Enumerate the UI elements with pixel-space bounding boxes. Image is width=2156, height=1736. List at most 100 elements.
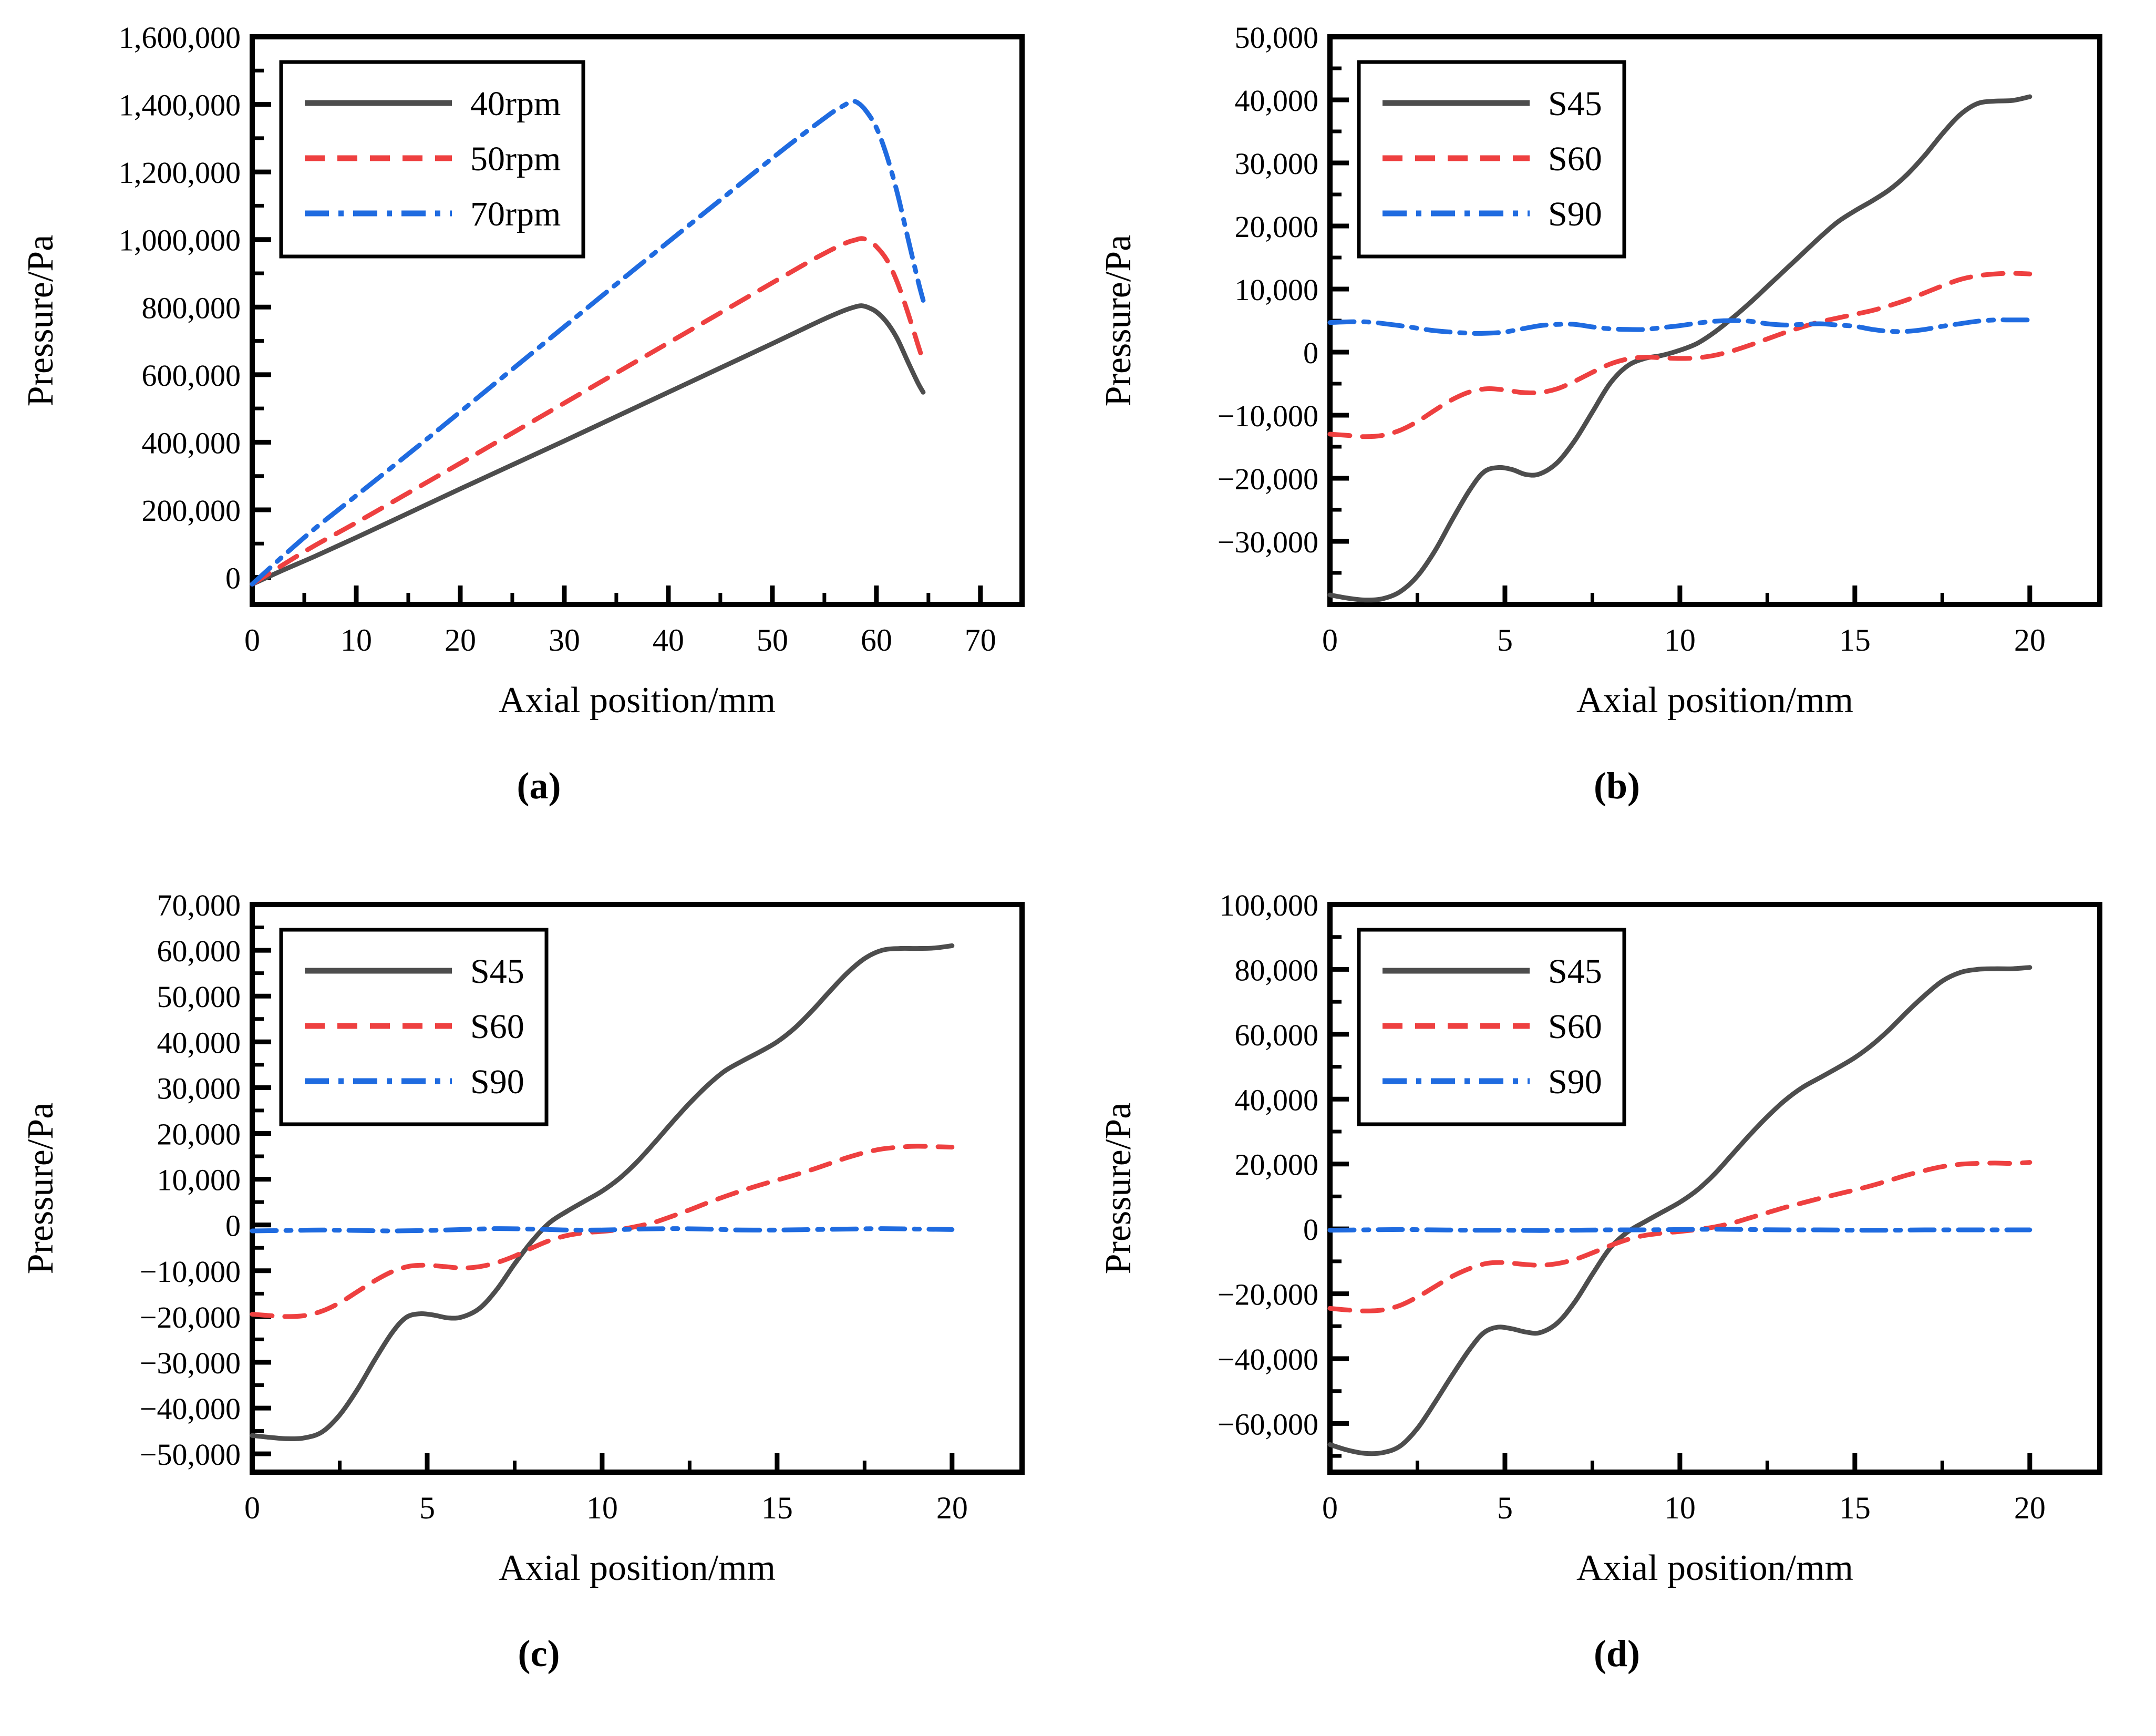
legend-box [279,60,585,259]
y-axis-label: Pressure/Pa [1098,1103,1139,1275]
y-tick-label: 200,000 [142,494,241,528]
x-tick-label: 10 [341,623,372,658]
y-tick-label: 1,600,000 [119,20,241,55]
y-tick-label: −50,000 [140,1437,241,1472]
x-tick-label: 15 [1839,623,1871,658]
legend-label-S45: S45 [1548,952,1602,991]
x-axis-label: Axial position/mm [499,680,776,721]
y-tick-label: 20,000 [157,1117,241,1151]
y-tick-label: 50,000 [157,980,241,1014]
chart-d-canvas: 0 5 10 15 20 −60,000 −40,000 −20,000 0 20,000 40,0… [1078,868,2155,1614]
x-tick-label: 0 [244,1491,260,1525]
x-tick-label: 50 [757,623,788,658]
y-tick-label: −20,000 [140,1300,241,1334]
x-tick-label: 0 [1322,1491,1338,1525]
legend-label-S60: S60 [470,1008,524,1046]
legend-label-S45: S45 [1548,85,1602,123]
panel-d: 0 5 10 15 20 −60,000 −40,000 −20,000 0 20,000 40,0… [1078,868,2156,1736]
chart-b-canvas: 0 5 10 15 20 −30,000 −20,000 −10,000 0 10,000 20,0… [1078,0,2155,746]
y-tick-label: 30,000 [1235,147,1319,181]
series-line-70rpm [250,98,926,587]
y-tick-label: −60,000 [1218,1407,1318,1441]
y-tick-label: −40,000 [140,1392,241,1426]
x-tick-label: 5 [419,1491,435,1525]
y-tick-label: 60,000 [1235,1018,1319,1052]
y-tick-label: 30,000 [157,1071,241,1105]
series-line-S90 [1327,1227,2033,1233]
series-line-40rpm [250,303,926,587]
y-tick-label: 80,000 [1235,953,1319,987]
legend-label-50rpm: 50rpm [470,140,561,178]
y-tick-label: 0 [225,1209,241,1243]
y-axis-label: Pressure/Pa [20,1103,61,1275]
y-tick-label: 40,000 [1235,1083,1319,1117]
x-tick-label: 10 [1664,623,1696,658]
x-tick-label: 40 [653,623,684,658]
panel-c: 0 5 10 15 20 −50,000 −40,000 −30,000 −20,000 −10,… [0,868,1078,1736]
x-tick-label: 15 [1839,1491,1871,1525]
x-tick-label: 10 [586,1491,618,1525]
series-line-S45 [1327,94,2033,603]
y-axis-label: Pressure/Pa [20,235,61,407]
y-tick-label: −40,000 [1218,1342,1318,1377]
x-tick-label: 20 [2014,623,2046,658]
legend-label-S60: S60 [1548,1008,1602,1046]
legend-label-S60: S60 [1548,140,1602,178]
x-tick-label: 5 [1497,1491,1513,1525]
y-tick-label: 70,000 [157,888,241,922]
chart-a-canvas: 0 10 20 30 40 50 60 70 0 200,000 400,000 600,000 800… [0,0,1078,746]
x-axis-label: Axial position/mm [1576,1548,1853,1588]
x-tick-label: 30 [549,623,580,658]
y-tick-label: 400,000 [142,426,241,460]
y-tick-label: 20,000 [1235,210,1319,244]
y-tick-label: 10,000 [157,1163,241,1197]
y-tick-label: −30,000 [1218,525,1318,559]
y-tick-label: 800,000 [142,291,241,325]
chart-c-canvas: 0 5 10 15 20 −50,000 −40,000 −30,000 −20,000 −10,… [0,868,1078,1614]
y-tick-label: 60,000 [157,934,241,968]
legend-label-40rpm: 40rpm [470,85,561,123]
x-axis-label: Axial position/mm [1576,680,1853,721]
y-tick-label: 1,200,000 [119,156,241,190]
y-tick-label: 40,000 [157,1025,241,1060]
y-tick-label: 600,000 [142,358,241,393]
x-tick-label: 5 [1497,623,1513,658]
x-tick-label: 20 [936,1491,968,1525]
caption-a: (a) [517,765,561,807]
legend-label-S90: S90 [1548,195,1602,233]
y-tick-label: −20,000 [1218,1278,1318,1312]
y-tick-label: 100,000 [1220,888,1319,922]
series-line-S90 [250,1226,955,1234]
caption-d: (d) [1594,1632,1640,1675]
legend-label-S90: S90 [470,1063,524,1101]
caption-c: (c) [518,1632,560,1675]
x-tick-label: 0 [244,623,260,658]
x-tick-label: 70 [965,623,996,658]
y-tick-label: 40,000 [1235,84,1319,118]
series-line-S45 [250,943,955,1442]
plot-box [250,34,1025,607]
series-line-S45 [1327,965,2033,1456]
legend-label-70rpm: 70rpm [470,195,561,233]
panel-a: 0 10 20 30 40 50 60 70 0 200,000 400,000 600,000 800… [0,0,1078,868]
x-tick-label: 0 [1322,623,1338,658]
legend-label-S90: S90 [1548,1063,1602,1101]
x-axis-label: Axial position/mm [499,1548,776,1588]
series-line-S90 [1327,317,2033,336]
y-tick-label: 1,000,000 [119,223,241,258]
caption-b: (b) [1594,765,1640,807]
y-tick-label: −30,000 [140,1346,241,1380]
y-tick-label: 1,400,000 [119,88,241,122]
x-tick-label: 10 [1664,1491,1696,1525]
y-tick-label: 20,000 [1235,1148,1319,1182]
y-tick-label: 0 [1303,336,1318,370]
x-tick-label: 15 [761,1491,793,1525]
plot-box [250,902,1025,1475]
y-tick-label: −20,000 [1218,462,1318,496]
y-tick-label: −10,000 [1218,399,1318,433]
x-tick-label: 20 [2014,1491,2046,1525]
y-axis-label: Pressure/Pa [1098,235,1139,407]
y-tick-label: 50,000 [1235,20,1319,55]
y-tick-label: 0 [225,561,241,595]
